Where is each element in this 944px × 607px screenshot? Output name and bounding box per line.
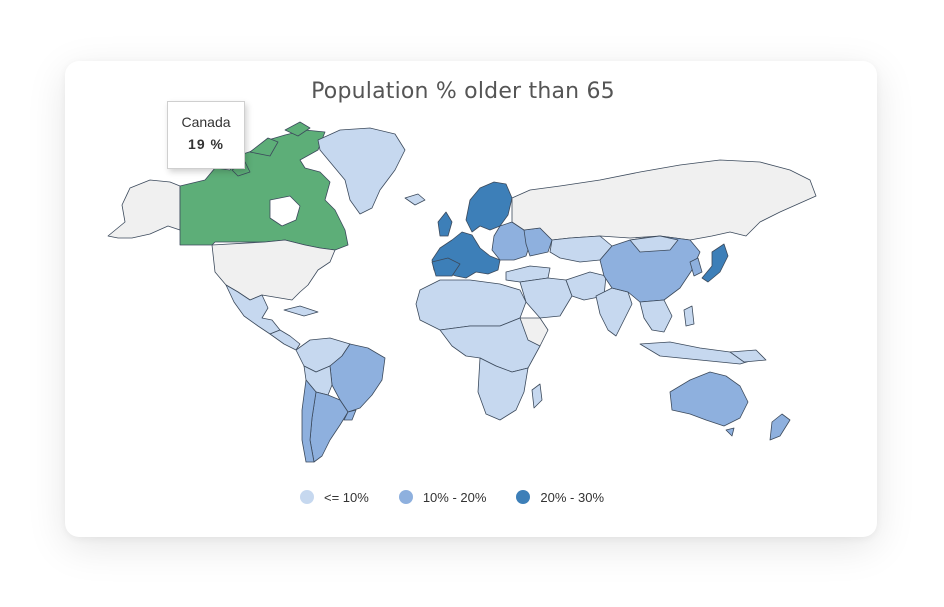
country-philippines[interactable] [683,305,695,327]
country-mongolia[interactable] [629,235,679,253]
country-korea[interactable] [689,257,703,277]
country-greenland[interactable] [317,127,406,215]
country-japan[interactable] [701,243,729,283]
country-central-america[interactable] [269,329,301,351]
tooltip-country-value: 19 % [188,136,224,152]
legend-label-mid: 10% - 20% [422,489,487,505]
country-papua[interactable] [729,349,767,363]
country-australia[interactable] [669,371,749,427]
country-chile[interactable] [301,379,317,463]
country-southeast-asia[interactable] [639,299,673,333]
country-brazil[interactable] [329,343,386,413]
legend-label-high: 20% - 30% [540,489,605,505]
hudson-bay [269,195,301,227]
country-middle-east[interactable] [519,277,573,319]
country-mexico[interactable] [225,284,281,335]
country-southern-africa[interactable] [477,357,529,421]
map-title: Population % older than 65 [311,79,615,104]
country-scandinavia[interactable] [465,181,513,233]
legend-dot-high [516,490,531,504]
country-tooltip: Canada 19 % [167,101,245,169]
legend-item-low[interactable]: <= 10% [300,490,369,505]
map-legend: <= 10% 10% - 20% 20% - 30% [300,487,634,507]
legend-item-mid[interactable]: 10% - 20% [398,489,487,505]
country-uruguay[interactable] [343,409,357,421]
country-usa-alaska[interactable] [107,179,181,239]
tooltip-country-name: Canada [181,114,231,130]
legend-item-high[interactable]: 20% - 30% [516,490,604,505]
country-new-zealand[interactable] [769,413,791,441]
country-iceland[interactable] [404,193,426,206]
legend-dot-low [300,490,314,504]
country-tasmania[interactable] [725,427,735,437]
country-uk[interactable] [437,211,453,237]
country-russia[interactable] [511,159,817,241]
legend-label-low: <= 10% [324,489,369,505]
legend-dot-mid [398,490,413,504]
country-cuba[interactable] [283,305,319,317]
country-iberia[interactable] [431,257,461,277]
country-ethiopia[interactable] [519,317,549,347]
country-madagascar[interactable] [531,383,543,409]
country-canada-islands[interactable] [231,121,311,177]
country-india[interactable] [595,287,633,337]
